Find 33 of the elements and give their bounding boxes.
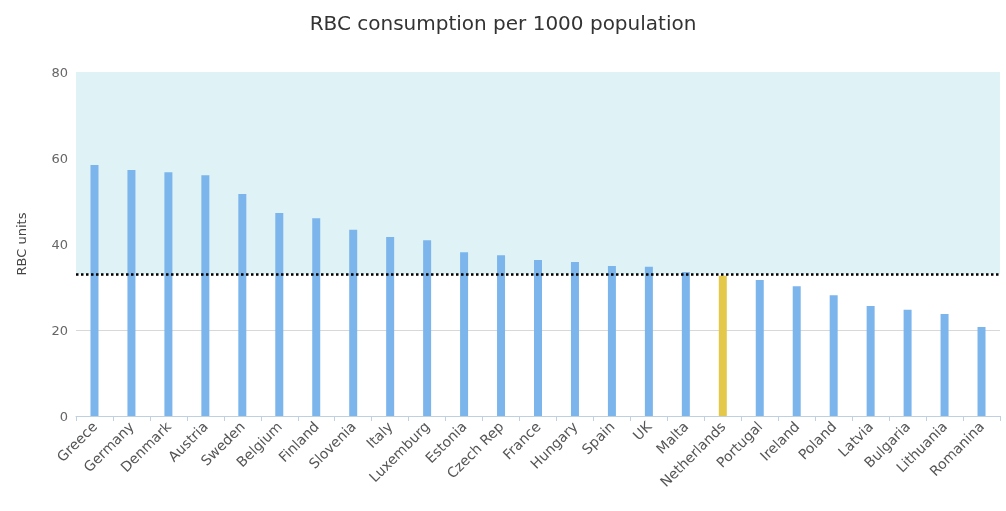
bar — [903, 309, 912, 416]
bar — [644, 266, 653, 416]
y-tick-label: 80 — [51, 64, 68, 80]
chart-title: RBC consumption per 1000 population — [309, 11, 697, 35]
y-tick-label: 40 — [51, 236, 68, 252]
bar — [977, 326, 986, 416]
y-tick-label: 0 — [59, 408, 68, 424]
bar — [423, 240, 432, 416]
bar — [349, 229, 358, 416]
y-tick-label: 60 — [51, 150, 68, 166]
bar — [718, 275, 727, 416]
bar — [829, 295, 838, 416]
bar — [238, 194, 247, 416]
bar — [275, 213, 284, 416]
bar — [164, 172, 173, 416]
bar — [312, 218, 321, 416]
bar — [127, 170, 136, 416]
bar — [460, 252, 469, 416]
bar — [940, 314, 949, 416]
bar — [534, 259, 542, 416]
bar — [755, 280, 764, 416]
bar — [570, 262, 579, 416]
y-tick-label: 20 — [51, 322, 68, 338]
y-axis-title: RBC units — [14, 212, 29, 276]
bar — [201, 175, 210, 416]
bar — [386, 237, 395, 416]
x-tick-label: UK — [629, 417, 656, 444]
bar — [681, 271, 690, 416]
bar — [607, 265, 616, 416]
bar — [497, 255, 506, 416]
bar — [866, 305, 875, 416]
bar — [90, 164, 99, 416]
bar — [792, 286, 801, 416]
